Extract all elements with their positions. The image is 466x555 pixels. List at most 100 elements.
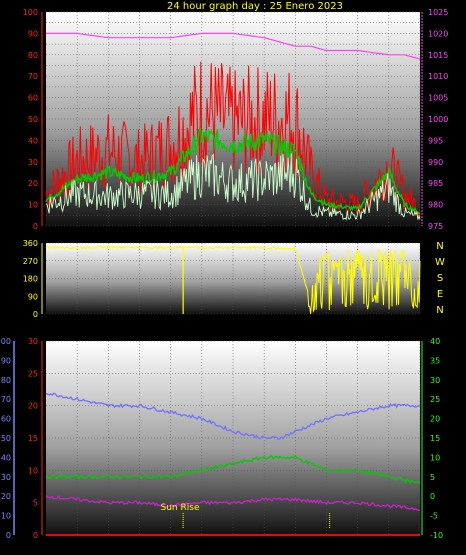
wind-tick-label: 0: [33, 222, 38, 231]
x-tick-label: 18: [321, 538, 331, 547]
wind-tick-label: 70: [28, 72, 38, 81]
temp-right-tick-label: 25: [430, 395, 440, 404]
wind-tick-label: 40: [28, 136, 38, 145]
x-tick-label: 00: [415, 538, 425, 547]
temp-right-tick-label: 0: [430, 492, 435, 501]
x-tick-label: 02: [72, 538, 82, 547]
wind-tick-label: 100: [23, 8, 38, 17]
x-tick-label: 02: [72, 230, 82, 239]
x-tick-label: 16: [290, 230, 300, 239]
x-tick-label: 12: [228, 538, 238, 547]
wind-speed-axis: 0 10 20 30 40 50 60 70 80 90 100: [23, 8, 43, 231]
wind-series: [45, 32, 421, 221]
wind-tick-label: 50: [28, 115, 38, 124]
pressure-tick-label: 1025: [428, 8, 448, 17]
chart-title: 24 hour graph day : 25 Enero 2023: [167, 1, 343, 12]
humidity-tick-label: 40: [1, 453, 11, 462]
x-tick-label: 04: [103, 538, 113, 547]
wind-tick-label: 90: [28, 29, 38, 38]
x-tick-label: 20: [353, 230, 363, 239]
pressure-tick-label: 1005: [428, 94, 448, 103]
x-tick-label: 22: [384, 230, 394, 239]
direction-tick-label: 360: [23, 239, 38, 248]
pressure-tick-label: 1000: [428, 115, 448, 124]
compass-letter: W: [435, 257, 445, 268]
humidity-tick-label: 50: [1, 434, 11, 443]
sun-rise-label: Sun Rise: [161, 503, 200, 513]
x-tick-label: 10: [197, 230, 207, 239]
x-tick-label: 08: [166, 538, 176, 547]
direction-panel-grid: [46, 242, 421, 315]
temp-right-tick-label: 5: [430, 473, 435, 482]
temperature-left-axis: 0 5 10 15 20 25 30: [28, 337, 43, 540]
wind-tick-label: 60: [28, 94, 38, 103]
pressure-tick-label: 985: [428, 179, 443, 188]
humidity-tick-label: 70: [1, 395, 11, 404]
direction-tick-label: 270: [23, 257, 38, 266]
pressure-tick-label: 995: [428, 136, 443, 145]
series-pressure-line: [46, 32, 421, 60]
direction-tick-label: 180: [23, 275, 38, 284]
compass-letter: N: [436, 241, 443, 252]
temp-right-tick-label: 20: [430, 415, 440, 424]
wind-tick-label: 10: [28, 201, 38, 210]
x-tick-label: 18: [321, 230, 331, 239]
x-tick-label: 14: [259, 538, 269, 547]
humidity-tick-label: 10: [1, 512, 11, 521]
temp-right-tick-label: 10: [430, 453, 440, 462]
x-tick-label: 12: [228, 230, 238, 239]
wind-tick-label: 20: [28, 179, 38, 188]
wind-panel-x-axis: 02 04 06 08 10 12 14 16 18 20 22 00: [72, 230, 425, 239]
humidity-tick-label: 100: [0, 337, 11, 346]
humidity-tick-label: 20: [1, 492, 11, 501]
temp-series: [45, 392, 421, 536]
x-tick-label: 10: [197, 538, 207, 547]
humidity-tick-label: 0: [6, 531, 11, 540]
temp-left-tick-label: 20: [28, 402, 38, 411]
wind-tick-label: 30: [28, 158, 38, 167]
x-tick-label: 04: [103, 230, 113, 239]
series-dewpoint-line: [45, 494, 421, 512]
temp-left-tick-label: 5: [33, 499, 38, 508]
pressure-tick-label: 980: [428, 201, 443, 210]
pressure-tick-label: 1010: [428, 72, 448, 81]
temperature-right-axis: -10 -5 0 5 10 15 20 25 30 35 40: [421, 337, 443, 540]
x-tick-label: 06: [134, 230, 144, 239]
x-tick-label: 16: [290, 538, 300, 547]
humidity-axis: 0 10 20 30 40 50 60 70 80 90 100: [0, 337, 15, 540]
series-gust-line: [45, 61, 421, 218]
direction-tick-label: 90: [28, 292, 38, 301]
wind-tick-label: 80: [28, 51, 38, 60]
pressure-axis: 975 980 985 990 995 1000 1005 1010 1015 1020 1025: [421, 8, 448, 231]
temp-left-tick-label: 10: [28, 466, 38, 475]
pressure-tick-label: 1015: [428, 51, 448, 60]
temp-right-tick-label: 40: [430, 337, 440, 346]
direction-series: [45, 245, 421, 315]
series-temp-line: [45, 455, 421, 484]
compass-letter: S: [437, 273, 443, 284]
series-humidity-line: [45, 392, 421, 440]
x-tick-label: 20: [353, 538, 363, 547]
humidity-tick-label: 30: [1, 473, 11, 482]
compass-letter: E: [437, 289, 443, 300]
series-speed-line: [45, 153, 421, 221]
temp-left-tick-label: 0: [33, 531, 38, 540]
pressure-tick-label: 975: [428, 222, 443, 231]
direction-line: [45, 245, 421, 315]
x-tick-label: 08: [166, 230, 176, 239]
temp-panel-x-axis: 02 04 06 08 10 12 14 16 18 20 22 00: [72, 538, 425, 547]
temp-right-tick-label: 15: [430, 434, 440, 443]
x-tick-label: 22: [384, 538, 394, 547]
temp-right-tick-label: -5: [430, 512, 438, 521]
temp-left-tick-label: 30: [28, 337, 38, 346]
x-tick-label: 00: [415, 230, 425, 239]
compass-letter: N: [436, 305, 443, 316]
x-tick-label: 06: [134, 538, 144, 547]
temp-left-tick-label: 25: [28, 369, 38, 378]
x-tick-label: 14: [259, 230, 269, 239]
